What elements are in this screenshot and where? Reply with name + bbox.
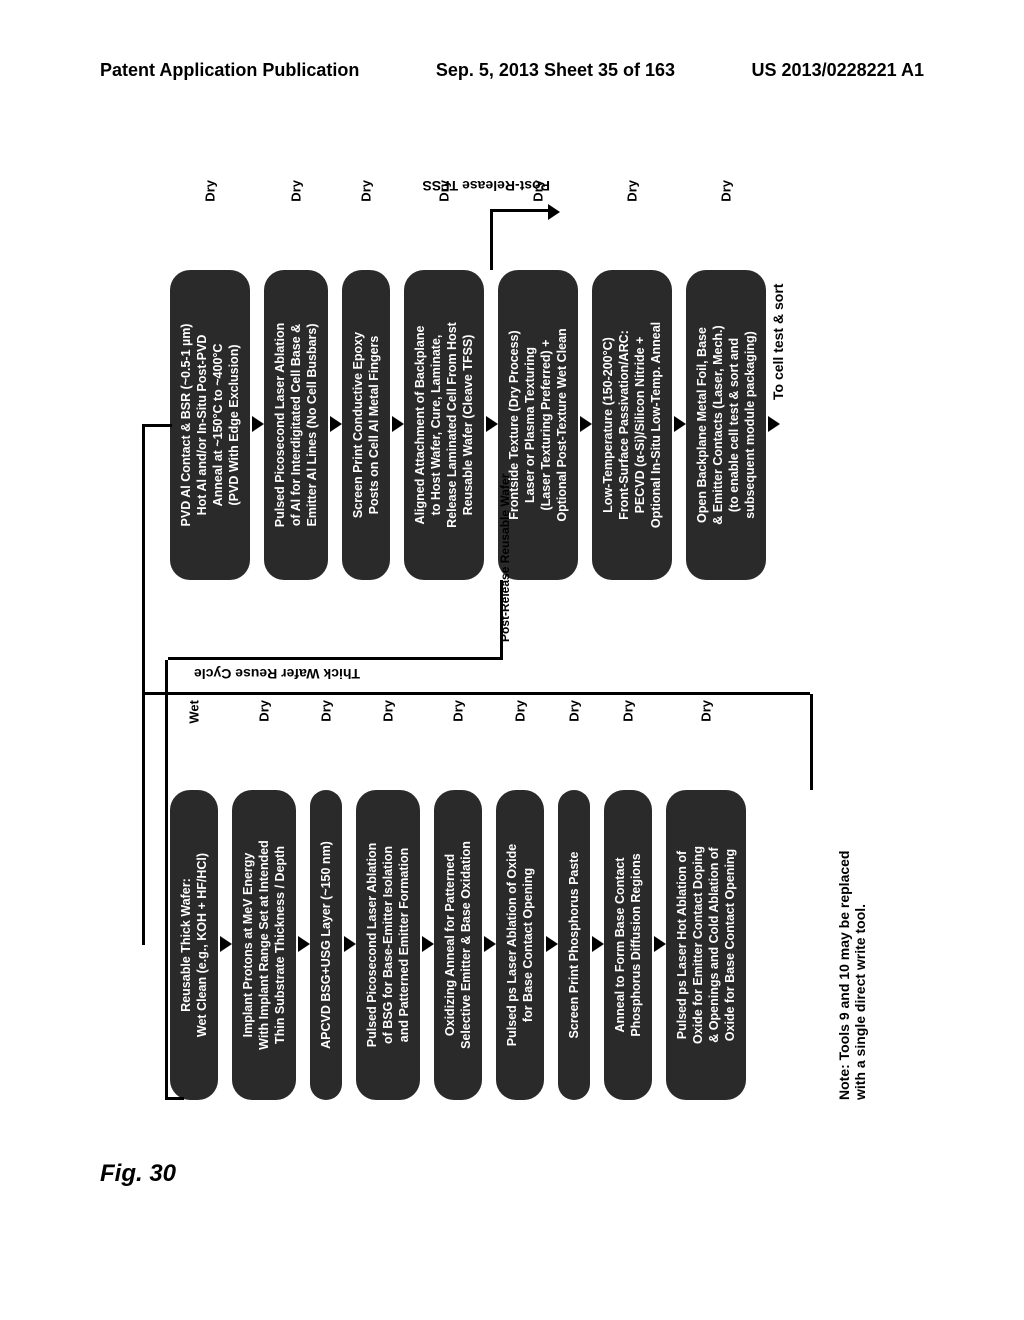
arrow-down-icon: [768, 416, 780, 432]
step-box: Pulsed Picosecond Laser Ablationof Al fo…: [264, 270, 328, 580]
left-column: Reusable Thick Wafer:Wet Clean (e.g., KO…: [170, 740, 746, 1100]
step-box: APCVD BSG+USG Layer (~150 nm): [310, 790, 342, 1100]
connector-reuse-h: [500, 580, 503, 660]
step-tag: Dry: [359, 180, 374, 202]
figure-label: Fig. 30: [100, 1160, 176, 1188]
arrow-down-icon: [546, 936, 558, 952]
connector-reuse-v: [168, 657, 501, 660]
connector-left-up: [142, 692, 810, 695]
connector-left-bottom: [810, 694, 813, 790]
step-l5: Pulsed ps Laser Ablation of Oxidefor Bas…: [496, 740, 544, 1100]
connector-tfss-v: [490, 209, 552, 212]
connector-reuse-top: [165, 660, 168, 1100]
arrow-down-icon: [252, 416, 264, 432]
arrow-down-icon: [654, 936, 666, 952]
arrow-down-icon: [486, 416, 498, 432]
step-r1: Pulsed Picosecond Laser Ablationof Al fo…: [264, 220, 328, 580]
step-l7: Anneal to Form Base ContactPhosphorus Di…: [604, 740, 652, 1100]
arrow-down-icon: [592, 936, 604, 952]
step-box: Anneal to Form Base ContactPhosphorus Di…: [604, 790, 652, 1100]
step-l8: Pulsed ps Laser Hot Ablation ofOxide for…: [666, 740, 746, 1100]
step-box: PVD Al Contact & BSR (~0.5-1 µm)Hot Al a…: [170, 270, 250, 580]
header-center: Sep. 5, 2013 Sheet 35 of 163: [436, 60, 675, 81]
arrow-down-icon: [674, 416, 686, 432]
step-l4: Oxidizing Anneal for PatternedSelective …: [434, 740, 482, 1100]
step-tag: Dry: [699, 700, 714, 722]
right-column: PVD Al Contact & BSR (~0.5-1 µm)Hot Al a…: [170, 220, 766, 580]
diagram-viewport: Reusable Thick Wafer:Wet Clean (e.g., KO…: [90, 160, 930, 1140]
note-text: Note: Tools 9 and 10 may be replacedwith…: [836, 851, 868, 1100]
label-reuse-cycle: Thick Wafer Reuse Cycle: [194, 666, 360, 682]
arrow-down-icon: [330, 416, 342, 432]
step-box: Pulsed Picosecond Laser Ablationof BSG f…: [356, 790, 420, 1100]
step-box: Oxidizing Anneal for PatternedSelective …: [434, 790, 482, 1100]
step-box: Aligned Attachment of Backplaneto Host W…: [404, 270, 484, 580]
step-tag: Dry: [621, 700, 636, 722]
arrow-down-icon: [580, 416, 592, 432]
step-tag: Wet: [187, 700, 202, 724]
step-tag: Dry: [451, 700, 466, 722]
step-l0: Reusable Thick Wafer:Wet Clean (e.g., KO…: [170, 740, 218, 1100]
step-tag: Dry: [289, 180, 304, 202]
step-box: Low-Temperature (150-200°C)Front-Surface…: [592, 270, 672, 580]
step-tag: Dry: [203, 180, 218, 202]
step-box: Pulsed ps Laser Ablation of Oxidefor Bas…: [496, 790, 544, 1100]
step-tag: Dry: [719, 180, 734, 202]
step-tag: Dry: [567, 700, 582, 722]
step-tag: Dry: [381, 700, 396, 722]
arrow-down-icon: [220, 936, 232, 952]
arrow-down-icon: [344, 936, 356, 952]
connector-reuse-left: [166, 1097, 184, 1100]
connector-main: [142, 425, 145, 945]
connector-tfss-h: [490, 210, 493, 270]
step-r6: Open Backplane Metal Foil, Base& Emitter…: [686, 220, 766, 580]
arrow-down-icon: [548, 204, 560, 220]
step-box: Pulsed ps Laser Hot Ablation ofOxide for…: [666, 790, 746, 1100]
header-right: US 2013/0228221 A1: [752, 60, 924, 81]
step-box: Screen Print Conductive EpoxyPosts on Ce…: [342, 270, 390, 580]
step-l1: Implant Protons at MeV EnergyWith Implan…: [232, 740, 296, 1100]
step-r5: Low-Temperature (150-200°C)Front-Surface…: [592, 220, 672, 580]
arrow-down-icon: [422, 936, 434, 952]
step-tag: Dry: [625, 180, 640, 202]
step-r2: Screen Print Conductive EpoxyPosts on Ce…: [342, 220, 390, 580]
arrow-down-icon: [484, 936, 496, 952]
label-final: To cell test & sort: [770, 284, 786, 400]
arrow-down-icon: [392, 416, 404, 432]
header-left: Patent Application Publication: [100, 60, 359, 81]
page-header: Patent Application Publication Sep. 5, 2…: [0, 60, 1024, 81]
step-box: Open Backplane Metal Foil, Base& Emitter…: [686, 270, 766, 580]
connector-main-down: [142, 424, 172, 427]
step-box: Reusable Thick Wafer:Wet Clean (e.g., KO…: [170, 790, 218, 1100]
step-l2: APCVD BSG+USG Layer (~150 nm) Dry: [310, 740, 342, 1100]
step-box: Implant Protons at MeV EnergyWith Implan…: [232, 790, 296, 1100]
step-tag: Dry: [513, 700, 528, 722]
step-r3: Aligned Attachment of Backplaneto Host W…: [404, 220, 484, 580]
step-tag: Dry: [319, 700, 334, 722]
step-r0: PVD Al Contact & BSR (~0.5-1 µm)Hot Al a…: [170, 220, 250, 580]
diagram: Reusable Thick Wafer:Wet Clean (e.g., KO…: [90, 160, 930, 1140]
step-l3: Pulsed Picosecond Laser Ablationof BSG f…: [356, 740, 420, 1100]
step-box: Screen Print Phosphorus Paste: [558, 790, 590, 1100]
arrow-down-icon: [298, 936, 310, 952]
step-l6: Screen Print Phosphorus Paste Dry: [558, 740, 590, 1100]
label-post-release-tfss: Post-Release TFSS: [422, 178, 550, 194]
step-tag: Dry: [257, 700, 272, 722]
